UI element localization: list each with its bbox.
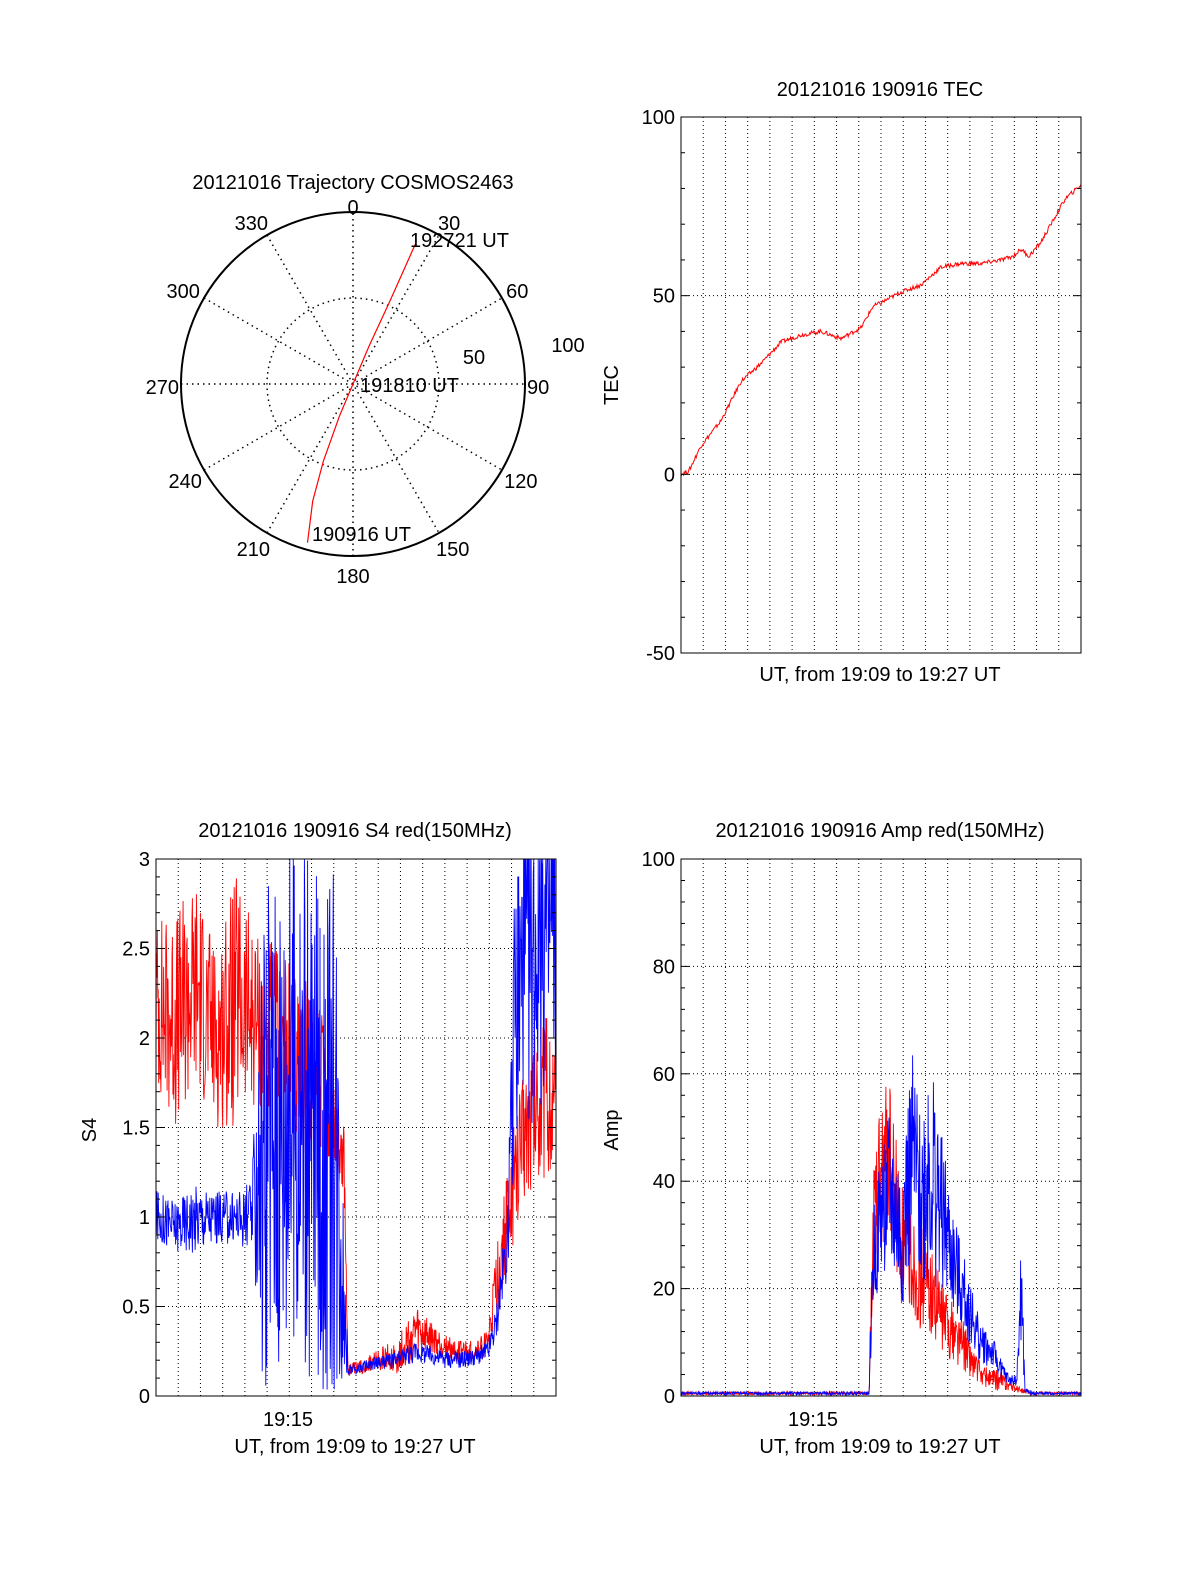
s4-ylabel: S4: [79, 1118, 101, 1142]
s4-xlabel: UT, from 19:09 to 19:27 UT: [234, 1436, 475, 1458]
ytick-label: 0: [664, 464, 675, 486]
polar-angle-label-30: 30: [438, 213, 460, 235]
amp-ylabel: Amp: [601, 1109, 623, 1150]
ytick-label: 0.5: [122, 1297, 150, 1319]
tec-series: [680, 184, 1082, 477]
amp-grid: [681, 859, 1081, 1396]
ytick-label: 50: [653, 286, 675, 308]
amp-series: [680, 1055, 1082, 1397]
amp-yticks: 100 80 60 40 20 0: [642, 849, 1081, 1408]
polar-angle-label-240: 240: [169, 471, 202, 493]
polar-radius-label-100: 100: [551, 335, 584, 357]
trajectory-line: [306, 242, 417, 543]
s4-yticks: 3 2.5 2 1.5 1 0.5 0: [122, 849, 556, 1408]
polar-angle-labels: 0 30 60 90 120 150 180 210 240 270 300 330: [146, 197, 550, 588]
polar-radius-label-50: 50: [463, 347, 485, 369]
s4-panel: 20121016 190916 S4 red(150MHz) 3 2.5 2 1.5 1…: [79, 820, 557, 1458]
amp-plot-frame: [680, 858, 1082, 1397]
ytick-label: 100: [642, 849, 675, 871]
polar-angle-label-330: 330: [235, 213, 268, 235]
series-line-0: [155, 878, 557, 1377]
polar-angle-label-90: 90: [527, 377, 549, 399]
tec-plot-frame: [680, 116, 1082, 654]
s4-series: [155, 858, 557, 1390]
tec-xlabel: UT, from 19:09 to 19:27 UT: [759, 664, 1000, 686]
amp-xlabel: UT, from 19:09 to 19:27 UT: [759, 1436, 1000, 1458]
trajectory-end-label: 192721 UT: [410, 230, 509, 252]
ytick-label: 0: [139, 1386, 150, 1408]
ytick-label: 40: [653, 1171, 675, 1193]
series-line-1: [680, 1055, 1082, 1397]
ytick-label: 20: [653, 1279, 675, 1301]
ytick-label: -50: [646, 643, 675, 665]
polar-outer-circle: [180, 211, 526, 557]
polar-angle-label-180: 180: [336, 566, 369, 588]
amp-xticks: 19:15: [788, 1409, 838, 1431]
polar-circle-50: [266, 297, 440, 471]
tec-grid: [681, 117, 1081, 653]
polar-title: 20121016 Trajectory COSMOS2463: [192, 172, 513, 194]
ytick-label: 2.5: [122, 939, 150, 961]
polar-angle-label-60: 60: [506, 281, 528, 303]
series-line-1: [155, 858, 557, 1390]
trajectory-mid-label: 191810 UT: [360, 375, 459, 397]
polar-angle-label-210: 210: [237, 539, 270, 561]
ytick-label: 3: [139, 849, 150, 871]
polar-angle-label-270: 270: [146, 377, 179, 399]
ytick-label: 100: [642, 107, 675, 129]
polar-trajectory-panel: 20121016 Trajectory COSMOS2463 0 30 60 90 12…: [146, 172, 585, 588]
series-line-0: [680, 184, 1082, 477]
ytick-label: 1.5: [122, 1118, 150, 1140]
polar-angle-label-300: 300: [167, 281, 200, 303]
amp-title: 20121016 190916 Amp red(150MHz): [715, 820, 1044, 842]
xtick-label: 19:15: [788, 1409, 838, 1431]
trajectory-start-label: 190916 UT: [312, 524, 411, 546]
tec-ylabel: TEC: [601, 365, 623, 405]
xtick-label: 19:15: [263, 1409, 313, 1431]
tec-panel: 20121016 190916 TEC 100 50 0 -50 UT, from 1…: [601, 79, 1082, 686]
amp-panel: 20121016 190916 Amp red(150MHz) 100 80 60 4…: [601, 820, 1082, 1458]
ytick-label: 1: [139, 1207, 150, 1229]
polar-angle-label-150: 150: [436, 539, 469, 561]
s4-xticks: 19:15: [263, 1409, 313, 1431]
tec-yticks: 100 50 0 -50: [642, 107, 1081, 665]
ytick-label: 0: [664, 1386, 675, 1408]
s4-title: 20121016 190916 S4 red(150MHz): [198, 820, 512, 842]
s4-grid: [156, 859, 556, 1396]
series-line-0: [680, 1086, 1082, 1397]
polar-angle-label-0: 0: [347, 197, 358, 219]
tec-title: 20121016 190916 TEC: [777, 79, 983, 101]
polar-angle-label-120: 120: [504, 471, 537, 493]
ytick-label: 80: [653, 956, 675, 978]
ytick-label: 2: [139, 1028, 150, 1050]
ytick-label: 60: [653, 1064, 675, 1086]
